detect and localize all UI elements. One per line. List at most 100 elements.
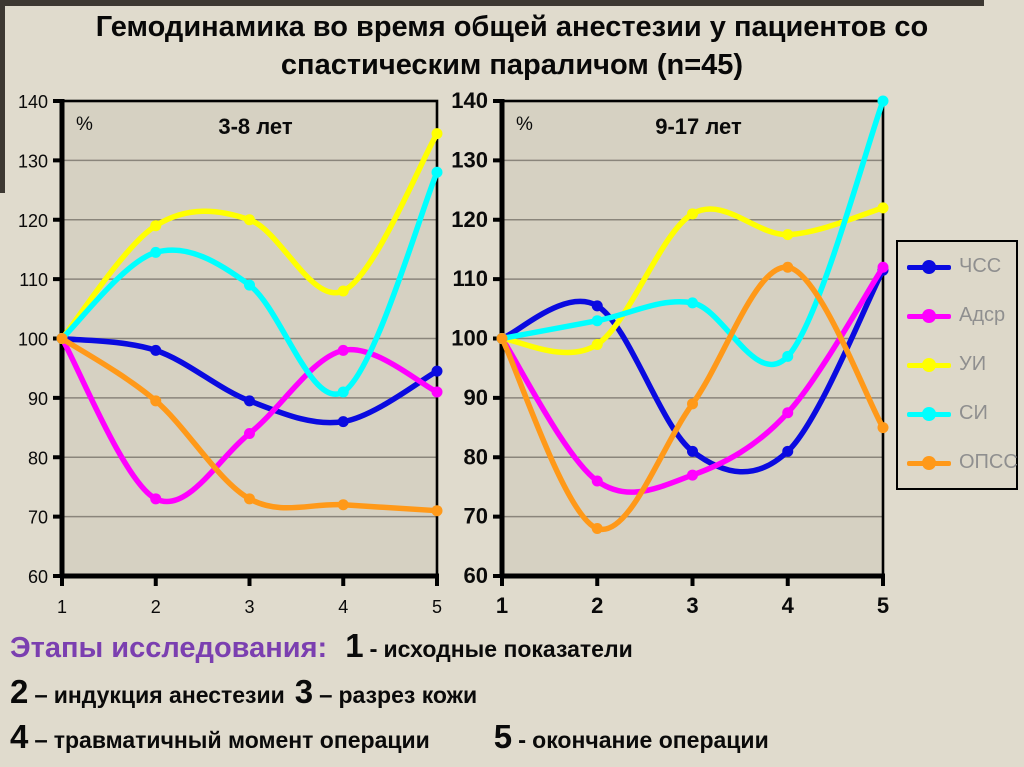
series-marker-Адср xyxy=(337,344,349,356)
series-marker-ОПСС xyxy=(244,493,255,505)
series-marker-УИ xyxy=(431,128,443,140)
series-marker-УИ xyxy=(337,285,349,297)
series-marker-СИ xyxy=(431,166,443,178)
series-marker-СИ xyxy=(687,297,698,309)
legend-item-ЧСС: ЧСС xyxy=(898,242,1016,291)
series-marker-ОПСС xyxy=(431,505,443,517)
series-marker-УИ xyxy=(877,202,889,214)
legend-label: ОПСС xyxy=(959,451,1018,473)
y-tick-label: 130 xyxy=(18,151,48,171)
stage-3-number: 3 xyxy=(294,672,314,710)
y-tick-label: 80 xyxy=(28,448,48,468)
series-marker-СИ xyxy=(337,386,349,398)
series-line-СИ xyxy=(499,98,886,368)
legend-line-marker-icon xyxy=(907,259,951,274)
series-marker-СИ xyxy=(782,350,794,362)
y-tick-label: 80 xyxy=(464,444,488,469)
y-tick-label: 100 xyxy=(451,326,488,351)
stages-heading: Этапы исследования: xyxy=(10,632,328,664)
stage-5-separator: - xyxy=(518,727,527,755)
series-marker-ЧСС xyxy=(782,445,794,457)
x-tick-label: 2 xyxy=(151,597,161,617)
y-tick-label: 60 xyxy=(464,563,488,588)
series-marker-ЧСС xyxy=(591,300,603,312)
legend-line-marker-icon xyxy=(907,357,951,372)
slide-left-border xyxy=(0,0,5,193)
chart-title: 3-8 лет xyxy=(218,114,293,139)
y-tick-label: 70 xyxy=(464,504,488,529)
series-marker-УИ xyxy=(244,214,255,226)
series-marker-Адср xyxy=(687,469,698,481)
y-tick-label: 90 xyxy=(464,385,488,410)
stage-4-text: травматичный момент операции xyxy=(53,727,430,754)
x-tick-label: 4 xyxy=(782,593,795,618)
x-tick-label: 2 xyxy=(591,593,603,618)
series-marker-УИ xyxy=(782,229,794,241)
series-marker-УИ xyxy=(591,338,603,350)
series-marker-Адср xyxy=(591,475,603,487)
stage-5-number: 5 xyxy=(493,718,513,756)
stages-line-2: 2– индукция анестезии 3– разрез кожи xyxy=(10,672,1020,710)
stage-1-separator: - xyxy=(369,636,378,663)
x-tick-label: 5 xyxy=(432,597,442,617)
series-marker-ОПСС xyxy=(782,261,794,273)
series-marker-ЧСС xyxy=(337,416,349,428)
x-tick-label: 1 xyxy=(496,593,508,618)
series-marker-СИ xyxy=(150,246,162,258)
y-tick-label: 130 xyxy=(451,147,488,172)
series-marker-СИ xyxy=(244,279,255,291)
y-tick-label: 110 xyxy=(453,266,489,291)
stages-line-1: Этапы исследования: 1- исходные показатели xyxy=(10,627,1020,665)
y-axis-unit-label: % xyxy=(76,114,93,135)
series-marker-ОПСС xyxy=(877,422,889,434)
y-tick-label: 90 xyxy=(28,389,48,409)
series-marker-СИ xyxy=(591,315,603,327)
stages-footnote: Этапы исследования: 1- исходные показатели… xyxy=(10,627,1020,764)
series-marker-ОПСС xyxy=(496,333,508,344)
page-title: Гемодинамика во время общей анестезии у … xyxy=(95,11,929,82)
legend-label: СИ xyxy=(959,402,988,424)
stage-4-number: 4 xyxy=(10,718,29,756)
series-marker-Адср xyxy=(431,386,443,398)
y-tick-label: 100 xyxy=(18,330,48,350)
series-line-СИ xyxy=(59,169,440,397)
y-axis-unit-label: % xyxy=(516,114,533,135)
chart-legend: ЧСС Адср УИ СИ ОПСС xyxy=(896,240,1018,490)
y-tick-label: 120 xyxy=(18,211,48,231)
legend-label: Адср xyxy=(959,304,1006,326)
legend-label: ЧСС xyxy=(959,255,1002,277)
stage-2-text: индукция анестезии xyxy=(53,681,285,708)
legend-item-Адср: Адср xyxy=(898,291,1016,340)
x-tick-label: 4 xyxy=(338,597,348,617)
series-marker-ОПСС xyxy=(687,398,698,410)
stage-3-separator: – xyxy=(319,681,333,709)
stage-2-separator: – xyxy=(34,681,48,709)
series-marker-ОПСС xyxy=(591,523,603,534)
y-tick-label: 140 xyxy=(451,92,488,113)
legend-line-marker-icon xyxy=(907,406,951,421)
series-marker-УИ xyxy=(150,220,162,232)
stage-4-separator: – xyxy=(34,727,48,755)
series-marker-ЧСС xyxy=(431,365,443,377)
legend-item-ОПСС: ОПСС xyxy=(898,438,1018,487)
chart-title: 9-17 лет xyxy=(655,114,742,139)
series-marker-ОПСС xyxy=(56,333,68,344)
stages-line-3: 4– травматичный момент операции 5- окончани… xyxy=(10,719,1020,755)
legend-label: УИ xyxy=(959,353,987,375)
series-marker-Адср xyxy=(150,493,162,505)
x-tick-label: 3 xyxy=(686,593,698,618)
stage-1-number: 1 xyxy=(345,627,364,664)
series-marker-СИ xyxy=(877,95,889,107)
stage-2-number: 2 xyxy=(10,672,29,710)
y-tick-label: 120 xyxy=(451,207,488,232)
x-tick-label: 3 xyxy=(244,597,254,617)
series-marker-ОПСС xyxy=(337,499,349,511)
y-tick-label: 110 xyxy=(19,270,48,290)
x-tick-label: 5 xyxy=(877,593,889,618)
stage-1-text: исходные показатели xyxy=(383,636,633,662)
stage-3-text: разрез кожи xyxy=(338,681,478,708)
legend-line-marker-icon xyxy=(907,308,951,323)
y-tick-label: 70 xyxy=(28,508,48,528)
series-marker-ЧСС xyxy=(150,344,162,356)
